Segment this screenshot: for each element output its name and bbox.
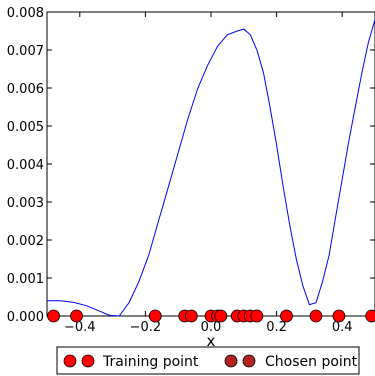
y-tick-label: 0.001 (7, 272, 44, 287)
y-tick-label: 0.004 (7, 158, 44, 173)
y-tick-label: 0.005 (7, 120, 44, 135)
data-point (148, 309, 162, 323)
data-point (309, 309, 323, 323)
legend-label-training: Training point (102, 354, 199, 370)
legend-label-chosen: Chosen point (265, 354, 358, 370)
x-axis-label: x (207, 332, 216, 350)
data-point (214, 309, 228, 323)
legend: Training point Chosen point (56, 346, 360, 375)
data-point (47, 309, 60, 323)
plot-area (46, 11, 375, 317)
data-point (365, 309, 375, 323)
y-tick-label: 0.003 (7, 196, 44, 211)
series-layer (47, 19, 375, 323)
data-point (70, 309, 83, 323)
x-tick-label: 0.4 (332, 320, 353, 335)
y-tick-label: 0.006 (7, 82, 44, 97)
y-tick-label: 0.007 (7, 44, 44, 59)
y-axis-ticks: 0.000 0.001 0.002 0.003 0.004 0.005 0.006 0.007… (7, 6, 375, 325)
series-line (47, 19, 375, 317)
x-tick-label: −0.4 (64, 320, 96, 335)
y-tick-label: 0.002 (7, 234, 44, 249)
data-point (332, 309, 346, 323)
x-tick-label: −0.2 (130, 320, 162, 335)
x-tick-label: 0.2 (266, 320, 287, 335)
data-point (250, 309, 264, 323)
legend-marker-training-1 (63, 354, 77, 368)
x-axis-ticks: −0.4 −0.2 0.0 0.2 0.4 (64, 12, 353, 335)
legend-marker-chosen-1 (224, 354, 238, 368)
data-point (184, 309, 198, 323)
x-tick-label: 0.0 (201, 320, 222, 335)
y-tick-label: 0.008 (7, 6, 44, 21)
data-point (280, 309, 293, 323)
legend-marker-chosen-2 (242, 354, 256, 368)
legend-box (56, 346, 360, 375)
legend-marker-training-2 (81, 354, 95, 368)
y-tick-label: 0.000 (7, 310, 44, 325)
